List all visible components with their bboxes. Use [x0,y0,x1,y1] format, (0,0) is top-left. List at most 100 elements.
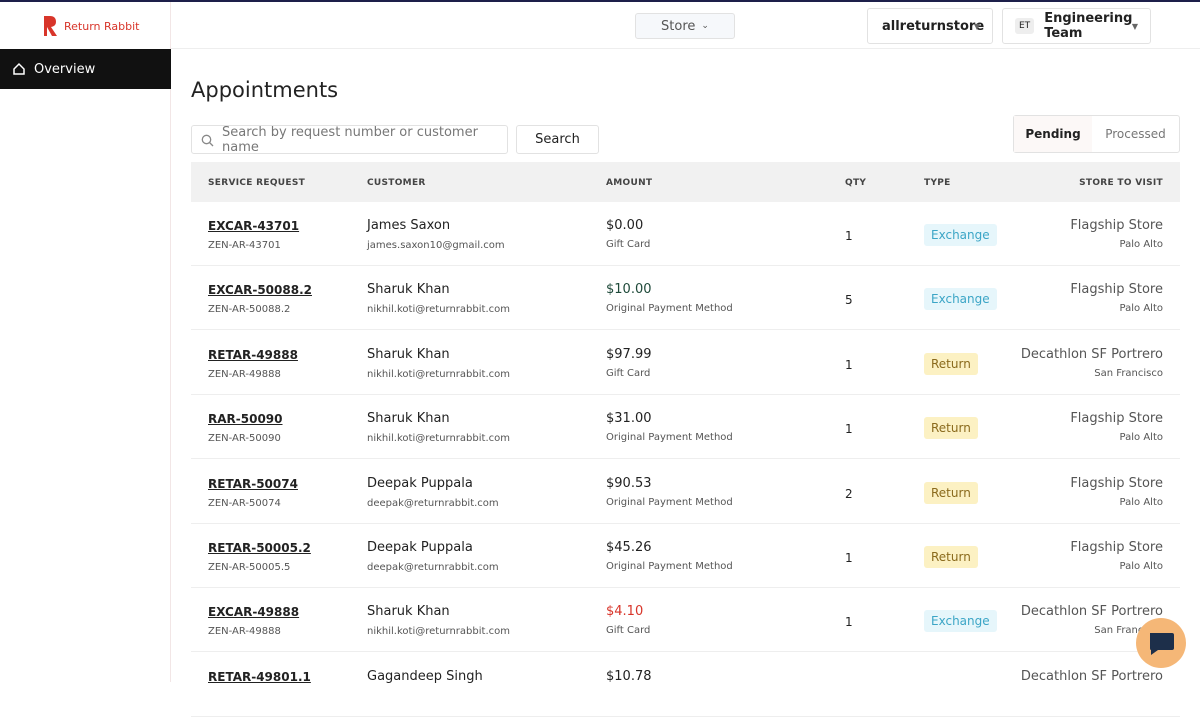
qty: 1 [845,551,853,565]
request-ref: ZEN-AR-50088.2 [208,304,291,316]
amount: $31.00 [606,411,652,427]
amount: $45.26 [606,540,652,555]
store-name: Decathlon SF Portrero [1020,604,1163,620]
store-name: Decathlon SF Portrero [1020,346,1163,362]
store-city: San Francisco [1094,625,1163,637]
customer-name: James Saxon [367,218,451,233]
chat-icon [1150,633,1174,655]
request-link[interactable]: EXCAR-43701 [208,219,300,233]
qty: 1 [845,357,853,372]
payment-method: Gift Card [606,625,651,637]
table-row[interactable]: RAR-50090 ZEN-AR-50090 Sharuk Khan nikhil.k… [191,395,1180,460]
qty: 1 [845,229,853,243]
store-city: Palo Alto [1119,303,1163,315]
request-link[interactable]: RETAR-49888 [208,347,298,362]
table-row[interactable]: RETAR-50074 ZEN-AR-50074 Deepak Puppala dee… [191,460,1180,524]
amount: $4.10 [606,604,644,620]
store-name: Flagship Store [1070,282,1163,298]
customer-email: nikhil.koti@returnrabbit.com [367,626,510,638]
table-header: SERVICE REQUEST CUSTOMER AMOUNT QTY TYPE STOR… [191,162,1180,202]
request-ref: ZEN-AR-50090 [208,433,281,445]
request-ref: ZEN-AR-50074 [208,497,281,509]
home-icon [13,62,25,75]
nav-overview[interactable]: Overview [0,49,171,89]
sidebar: Return Rabbit Overview [0,2,171,682]
search-input[interactable]: Search by request number or customer nam… [191,125,508,155]
column-header: SERVICE REQUEST [208,178,306,188]
store-name: Decathlon SF Portrero [1020,668,1163,684]
type-badge: Exchange [924,288,997,311]
customer-email: nikhil.koti@returnrabbit.com [367,433,510,445]
logo-icon [44,16,57,36]
search-button[interactable]: Search [516,125,599,154]
table-row[interactable]: RETAR-49888 ZEN-AR-49888 Sharuk Khan nikhil… [191,331,1180,395]
request-link[interactable]: EXCAR-50088.2 [208,283,312,298]
request-ref: ZEN-AR-43701 [208,240,281,251]
top-bar [0,0,1200,2]
search-button-label: Search [535,132,580,147]
store-selector[interactable]: Store ⌄ [635,13,735,39]
tabs: Pending Processed [1013,115,1180,153]
store-name: Flagship Store [1070,218,1163,233]
type-badge: Exchange [924,610,997,633]
payment-method: Gift Card [606,239,651,250]
table-row[interactable]: EXCAR-49888 ZEN-AR-49888 Sharuk Khan nikhil… [191,588,1180,653]
request-link[interactable]: RETAR-50005.2 [208,541,311,555]
customer-email: deepak@returnrabbit.com [367,562,499,573]
request-link[interactable]: RETAR-50074 [208,476,298,491]
table-row[interactable]: EXCAR-50088.2 ZEN-AR-50088.2 Sharuk Khan ni… [191,266,1180,331]
chat-button[interactable] [1136,618,1186,668]
logo[interactable]: Return Rabbit [42,14,139,38]
team-selector[interactable]: ET Engineering Team ▼ [1002,8,1151,44]
customer-email: james.saxon10@gmail.com [367,240,505,251]
column-header: AMOUNT [606,178,653,188]
request-link[interactable]: EXCAR-49888 [208,605,300,620]
header: Store ⌄ allreturnstore ▼ ET Engineering Tea… [171,2,1200,49]
tab[interactable]: Processed [1105,127,1166,141]
type-badge: Return [924,352,978,375]
org-selector[interactable]: allreturnstore ▼ [867,8,993,44]
qty: 2 [845,486,853,501]
customer-name: Sharuk Khan [367,604,450,620]
customer-name: Sharuk Khan [367,282,450,298]
table-row[interactable]: RETAR-50005.2 ZEN-AR-50005.5 Deepak Puppal… [191,524,1180,588]
nav-label: Overview [34,61,96,77]
type-badge: Exchange [924,224,997,246]
qty: 1 [845,422,853,437]
tab[interactable]: Pending [1014,116,1092,152]
table-row[interactable]: RETAR-49801.1 Gagandeep Singh $10.78 Decath… [191,653,1180,717]
payment-method: Gift Card [606,367,651,379]
store-name: Flagship Store [1070,475,1163,491]
customer-name: Gagandeep Singh [367,668,483,684]
customer-email: deepak@returnrabbit.com [367,497,499,509]
request-ref: ZEN-AR-49888 [208,626,281,638]
request-link[interactable]: RAR-50090 [208,412,283,427]
store-city: Palo Alto [1119,496,1163,508]
customer-email: nikhil.koti@returnrabbit.com [367,368,510,380]
request-link[interactable]: RETAR-49801.1 [208,669,311,684]
store-city: Palo Alto [1119,561,1163,572]
store-name: Flagship Store [1070,411,1163,427]
request-ref: ZEN-AR-50005.5 [208,562,291,573]
store-city: Palo Alto [1119,432,1163,444]
store-name: Flagship Store [1070,540,1163,555]
store-city: San Francisco [1094,367,1163,379]
amount: $10.00 [606,282,652,298]
customer-name: Deepak Puppala [367,475,473,491]
column-header: TYPE [924,178,951,188]
qty: 5 [845,293,853,308]
column-header: QTY [845,178,867,188]
amount: $90.53 [606,475,652,491]
page-title: Appointments [191,78,339,102]
table-row[interactable]: EXCAR-43701 ZEN-AR-43701 James Saxon james.… [191,202,1180,266]
customer-name: Deepak Puppala [367,540,473,555]
brand: Return Rabbit [64,19,140,33]
search-icon [201,134,214,147]
column-header: CUSTOMER [367,178,426,188]
org-label: allreturnstore [882,18,985,34]
amount: $97.99 [606,346,652,362]
payment-method: Original Payment Method [606,303,733,315]
type-badge: Return [924,481,978,504]
payment-method: Original Payment Method [606,432,733,444]
type-badge: Return [924,417,978,440]
